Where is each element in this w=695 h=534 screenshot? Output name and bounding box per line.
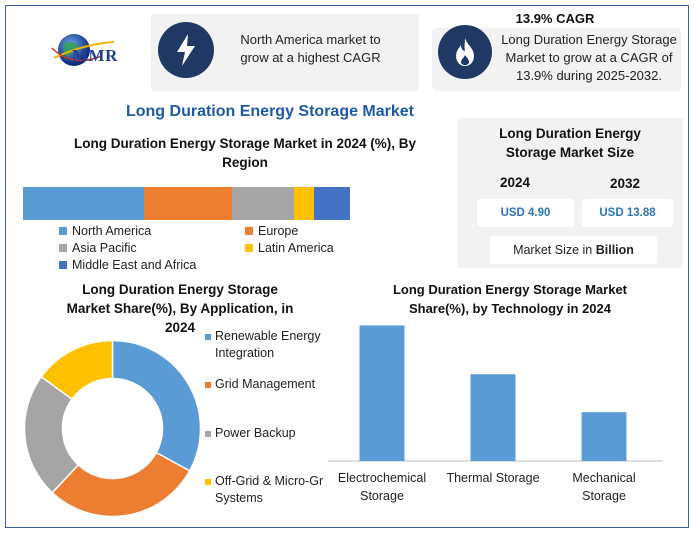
region-bar-segment-europe: [143, 187, 233, 220]
legend-label: Europe: [258, 224, 299, 238]
highlight-left-text: North America market to grow at a highes…: [240, 32, 381, 65]
region-stacked-bar: [23, 187, 350, 220]
unit-prefix: Market Size in: [513, 243, 596, 257]
highlight-right-text: Long Duration Energy Storage Market to g…: [501, 32, 677, 83]
region-bar-segment-middle-east-and-africa: [314, 187, 350, 220]
app-legend-label-power-backup: Power Backup: [215, 426, 296, 440]
app-legend-swatch-power-backup: [205, 431, 211, 437]
tech-bar-electrochemical-storage: [359, 325, 405, 461]
app-legend-label-grid-management: Grid Management: [215, 377, 316, 391]
legend-item-north-america: North America: [59, 224, 151, 238]
app-legend-label-renewable-energy-integration: Renewable Energy Integration: [215, 329, 321, 360]
unit-label: Market Size in Billion: [490, 236, 657, 264]
tech-bar-mechanical-storage: [581, 412, 627, 461]
infographic-frame: [5, 5, 689, 528]
unit-bold: Billion: [595, 243, 634, 257]
application-donut-chart: [23, 339, 202, 518]
year-2024-label: 2024: [499, 175, 531, 190]
tech-bar-thermal-storage: [470, 374, 516, 461]
year-2032-label: 2032: [609, 176, 641, 191]
legend-item-asia-pacific: Asia Pacific: [59, 241, 137, 255]
legend-swatch: [245, 244, 253, 252]
value-2024: USD 4.90: [477, 199, 574, 227]
logo-text: MMR: [72, 46, 118, 65]
legend-swatch: [59, 244, 67, 252]
donut-slice-off-grid-micro-grid-systems: [40, 339, 114, 401]
legend-item-middle-east-and-africa: Middle East and Africa: [59, 258, 196, 272]
app-legend-swatch-grid-management: [205, 382, 211, 388]
app-legend-swatch-off-grid-micro-grid-systems: [205, 479, 211, 485]
application-chart-title: Long Duration Energy Storage Market Shar…: [66, 282, 294, 335]
app-legend-swatch-renewable-energy-integration: [205, 334, 211, 340]
donut-slice-grid-management: [51, 451, 191, 518]
page-title: Long Duration Energy Storage Market: [125, 103, 415, 120]
flame-icon: [438, 25, 492, 79]
legend-label: North America: [72, 224, 152, 238]
lightning-icon: [158, 22, 214, 78]
legend-item-europe: Europe: [245, 224, 298, 238]
region-bar-segment-north-america: [23, 187, 144, 220]
logo-globe-icon: [51, 34, 115, 66]
market-size-title: Long Duration Energy Storage Market Size: [499, 126, 641, 160]
legend-label: Middle East and Africa: [72, 258, 197, 272]
legend-label: Latin America: [258, 241, 334, 255]
legend-swatch: [245, 227, 253, 235]
tech-tick-mechanical-storage: Mechanical Storage: [572, 471, 636, 503]
value-2032: USD 13.88: [582, 199, 673, 227]
donut-slice-renewable-energy-integration: [111, 339, 202, 472]
tech-tick-thermal-storage: Thermal Storage: [446, 471, 540, 485]
legend-label: Asia Pacific: [72, 241, 137, 255]
legend-swatch: [59, 261, 67, 269]
legend-swatch: [59, 227, 67, 235]
technology-chart-title: Long Duration Energy Storage Market Shar…: [392, 282, 628, 316]
technology-bar-chart: [328, 325, 663, 462]
tech-tick-electrochemical-storage: Electrochemical Storage: [337, 471, 427, 503]
region-chart-title: Long Duration Energy Storage Market in 2…: [73, 136, 417, 170]
region-bar-segment-asia-pacific: [232, 187, 295, 220]
app-legend-label-off-grid-micro-grid-systems: Off-Grid & Micro-Gr Systems: [215, 474, 324, 505]
region-bar-segment-latin-america: [294, 187, 314, 220]
cagr-title: 13.9% CAGR: [515, 11, 595, 26]
legend-item-latin-america: Latin America: [245, 241, 334, 255]
